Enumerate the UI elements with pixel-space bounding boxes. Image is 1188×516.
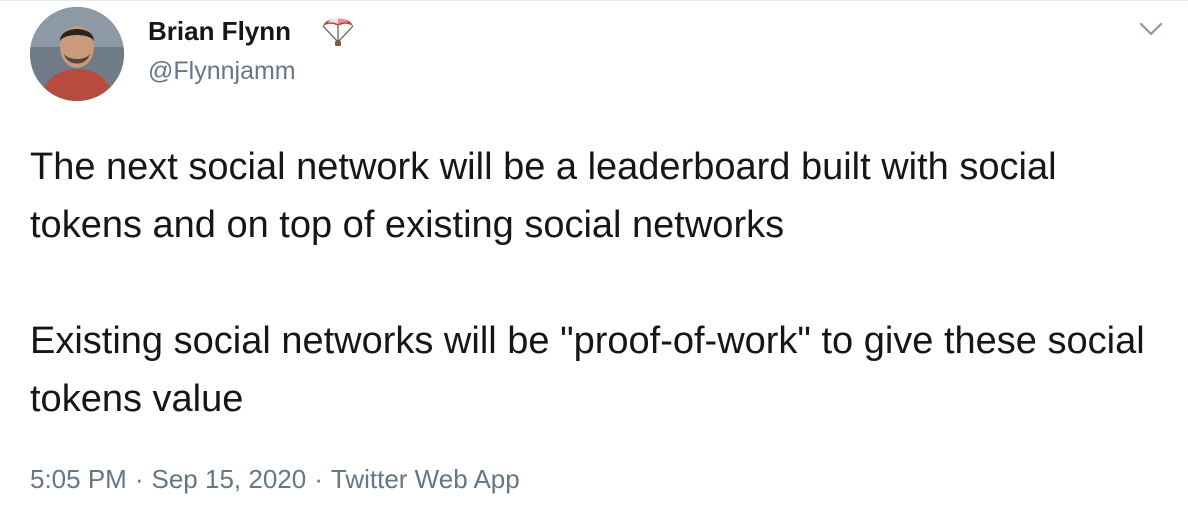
tweet-meta: 5:05 PM · Sep 15, 2020 · Twitter Web App <box>30 464 520 495</box>
tweet-time[interactable]: 5:05 PM <box>30 464 127 494</box>
handle[interactable]: @Flynnjamm <box>148 57 296 85</box>
tweet-paragraph: Existing social networks will be "proof-… <box>30 320 1145 420</box>
avatar[interactable] <box>30 7 124 101</box>
separator: · <box>134 464 144 494</box>
tweet-text: The next social network will be a leader… <box>30 138 1160 428</box>
parachute-icon <box>322 18 354 46</box>
avatar-photo <box>30 7 124 101</box>
tweet-date[interactable]: Sep 15, 2020 <box>151 464 307 494</box>
tweet-paragraph: The next social network will be a leader… <box>30 146 1057 246</box>
divider <box>0 0 1188 1</box>
separator: · <box>314 464 323 494</box>
display-name[interactable]: Brian Flynn <box>148 16 292 46</box>
tweet-source[interactable]: Twitter Web App <box>330 464 520 494</box>
chevron-down-icon[interactable] <box>1138 20 1164 38</box>
